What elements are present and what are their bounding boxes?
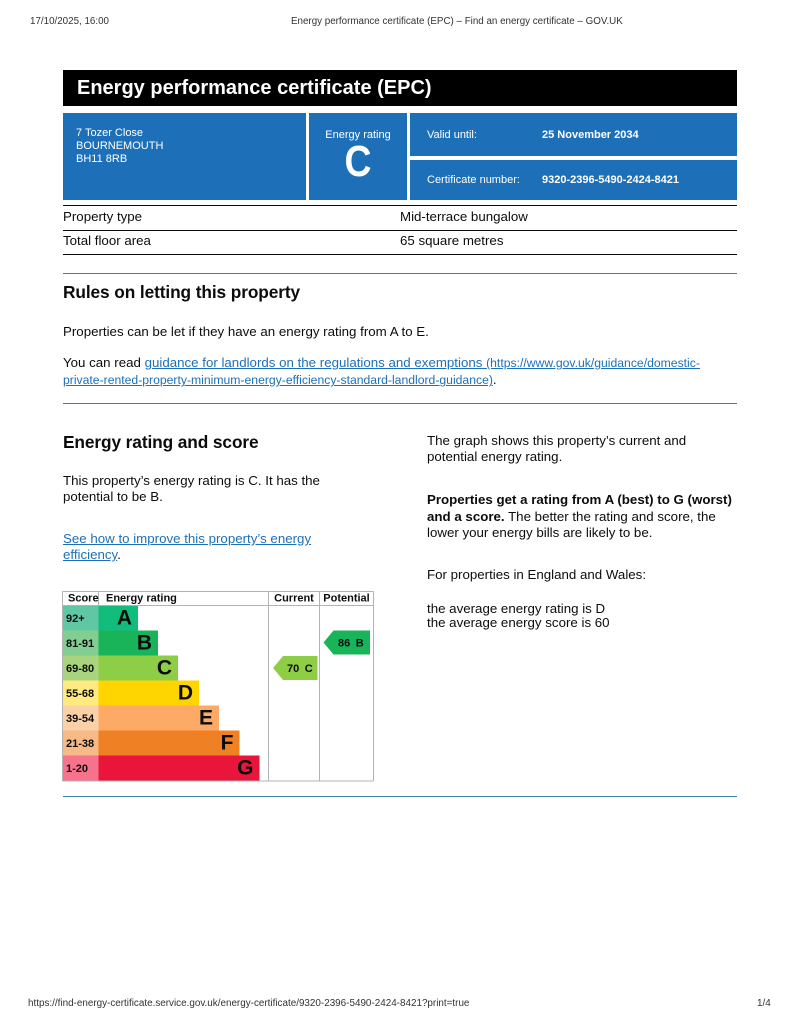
svg-text:1-20: 1-20 bbox=[66, 763, 88, 775]
svg-text:E: E bbox=[199, 707, 213, 730]
svg-text:69-80: 69-80 bbox=[66, 663, 94, 675]
svg-text:B: B bbox=[137, 632, 152, 655]
svg-text:G: G bbox=[237, 757, 253, 780]
svg-text:92+: 92+ bbox=[66, 613, 85, 625]
svg-text:Current: Current bbox=[274, 593, 314, 605]
svg-text:Energy rating: Energy rating bbox=[106, 593, 177, 605]
svg-text:70 C: 70 C bbox=[287, 663, 313, 675]
svg-text:55-68: 55-68 bbox=[66, 688, 94, 700]
svg-text:C: C bbox=[157, 657, 172, 680]
svg-text:81-91: 81-91 bbox=[66, 638, 94, 650]
svg-text:21-38: 21-38 bbox=[66, 738, 94, 750]
svg-text:D: D bbox=[178, 682, 193, 705]
svg-text:86 B: 86 B bbox=[338, 638, 364, 650]
svg-text:A: A bbox=[117, 607, 132, 630]
svg-text:F: F bbox=[221, 732, 234, 755]
svg-text:Potential: Potential bbox=[323, 593, 369, 605]
svg-text:39-54: 39-54 bbox=[66, 713, 95, 725]
svg-text:Score: Score bbox=[68, 593, 99, 605]
